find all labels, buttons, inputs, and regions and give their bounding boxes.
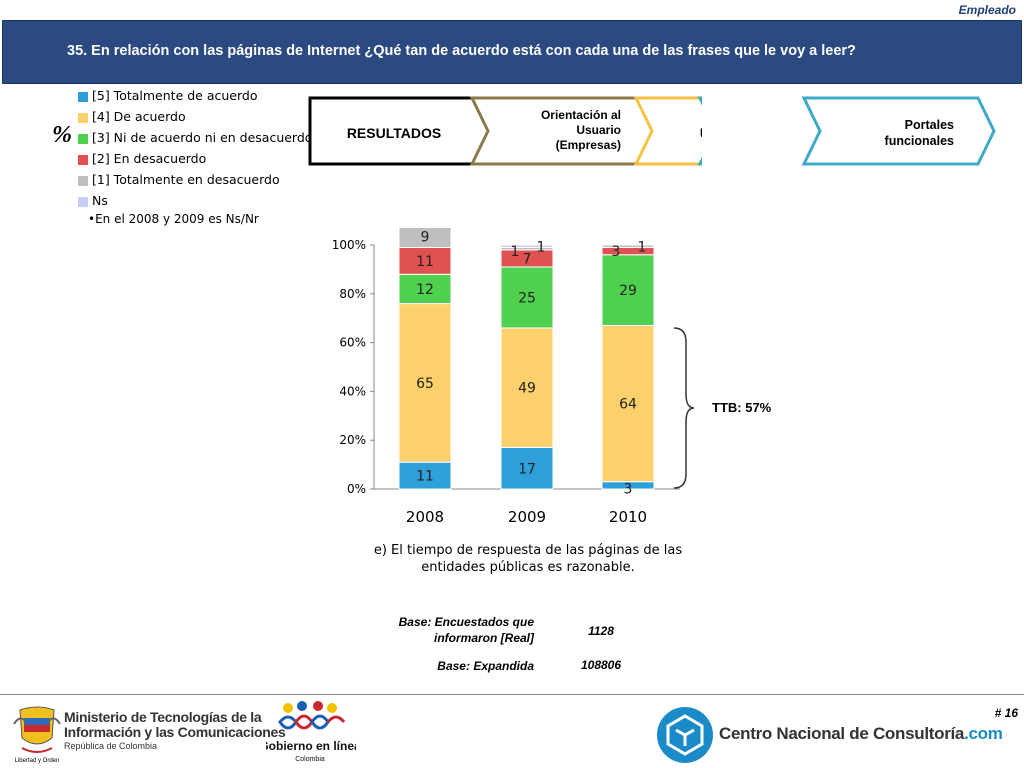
mintic-logo-text: Ministerio de Tecnologías de la Informac… bbox=[64, 709, 286, 752]
bar-segment bbox=[601, 254, 655, 327]
base-expanded-label: Base: Expandida bbox=[437, 659, 534, 673]
bar-segment bbox=[398, 273, 452, 305]
section-navigation: RESULTADOS Orientación al Usuario (Empresas… bbox=[308, 96, 702, 166]
bar-segment bbox=[398, 303, 452, 463]
x-tick-label: 2010 bbox=[609, 508, 647, 526]
y-tick-label: 100% bbox=[332, 238, 366, 252]
cnc-logo-text: Centro Nacional de Consultoría.com bbox=[719, 724, 1003, 744]
legend-label: [5] Totalmente de acuerdo bbox=[92, 88, 258, 103]
data-label: 3 bbox=[624, 481, 633, 497]
nav-step-shape bbox=[801, 96, 996, 166]
footer-divider bbox=[0, 694, 1024, 695]
y-tick-label: 0% bbox=[347, 482, 366, 496]
legend-swatch bbox=[78, 92, 88, 102]
bar-segment bbox=[500, 327, 554, 449]
x-tick-label: 2008 bbox=[406, 508, 444, 526]
cnc-name: Centro Nacional de Consultoría bbox=[719, 724, 965, 743]
data-label: 1 bbox=[638, 239, 647, 255]
stacked-bar-chart: 0%20%40%60%80%100%2008 2009 20101165121191… bbox=[332, 228, 772, 526]
colombia-coat-of-arms-logo: Libertad y Orden bbox=[13, 706, 61, 764]
nav-step-usabilidad: Usabilidad bbox=[700, 126, 702, 141]
legend-swatch bbox=[78, 134, 88, 144]
page-number: # 16 bbox=[994, 706, 1018, 720]
data-label: 49 bbox=[518, 381, 536, 397]
bar-segment bbox=[500, 244, 554, 248]
mintic-line1: Ministerio de Tecnologías de la bbox=[64, 709, 262, 725]
legend-item: [4] De acuerdo bbox=[78, 109, 312, 130]
nav-step-resultados: RESULTADOS bbox=[347, 125, 441, 141]
data-label: 29 bbox=[619, 283, 637, 299]
legend-item: Ns bbox=[78, 193, 312, 214]
y-tick-label: 20% bbox=[339, 433, 366, 447]
bar-segment bbox=[500, 447, 554, 490]
legend-label: [3] Ni de acuerdo ni en desacuerdo bbox=[92, 130, 313, 145]
percent-sign: % bbox=[52, 122, 72, 148]
data-label: 1 bbox=[511, 244, 520, 260]
bar-segment bbox=[398, 228, 452, 248]
data-label: 11 bbox=[416, 469, 434, 485]
mintic-line2: Información y las Comunicaciones bbox=[64, 724, 286, 740]
cnc-domain: .com bbox=[964, 724, 1003, 743]
legend-label: [4] De acuerdo bbox=[92, 109, 186, 124]
cnc-logo-icon bbox=[657, 707, 713, 763]
data-label: 12 bbox=[416, 282, 434, 298]
nav-step-portales: Portales funcionales bbox=[801, 96, 996, 166]
y-tick-label: 80% bbox=[339, 287, 366, 301]
bar-segment bbox=[398, 246, 452, 275]
x-tick-label: 2009 bbox=[508, 508, 546, 526]
gel-line1: Gobierno en línea bbox=[266, 739, 356, 753]
data-label: 1 bbox=[537, 239, 546, 255]
chart-legend: [5] Totalmente de acuerdo [4] De acuerdo [… bbox=[78, 88, 312, 214]
data-label: 65 bbox=[416, 376, 434, 392]
base-expanded-value: 108806 bbox=[580, 658, 622, 672]
data-label: 7 bbox=[523, 251, 532, 267]
data-label: 9 bbox=[421, 229, 430, 245]
mintic-motto: Libertad y Orden bbox=[15, 758, 60, 764]
audience-tag: Empleado bbox=[958, 3, 1016, 17]
legend-swatch bbox=[78, 155, 88, 165]
legend-item: [2] En desacuerdo bbox=[78, 151, 312, 172]
title-bar: 35. En relación con las páginas de Inter… bbox=[2, 20, 1022, 84]
bar-segment bbox=[601, 325, 655, 483]
legend-item: [5] Totalmente de acuerdo bbox=[78, 88, 312, 109]
data-label: 3 bbox=[612, 244, 621, 260]
ttb-annotation: TTB: 57% bbox=[712, 400, 772, 415]
bar-segment bbox=[500, 266, 554, 329]
chart-caption: e) El tiempo de respuesta de las páginas… bbox=[373, 543, 683, 575]
legend-label: Ns bbox=[92, 193, 108, 208]
legend-item: [1] Totalmente en desacuerdo bbox=[78, 172, 312, 193]
gel-line2: Colombia bbox=[295, 756, 325, 763]
base-real-value: 1128 bbox=[588, 624, 614, 638]
data-label: 11 bbox=[416, 254, 434, 270]
y-tick-label: 40% bbox=[339, 384, 366, 398]
legend-item: [3] Ni de acuerdo ni en desacuerdo bbox=[78, 130, 312, 151]
data-label: 25 bbox=[518, 290, 536, 306]
legend-swatch bbox=[78, 176, 88, 186]
gobierno-en-linea-logo: Gobierno en línea Colombia bbox=[266, 701, 356, 763]
legend-swatch bbox=[78, 113, 88, 123]
base-real-label: Base: Encuestados que informaron [Real] bbox=[398, 615, 534, 645]
nav-step-orientacion: Orientación al Usuario (Empresas) bbox=[541, 108, 621, 152]
legend-label: [2] En desacuerdo bbox=[92, 151, 207, 166]
nav-step-shape bbox=[697, 96, 702, 166]
data-label: 64 bbox=[619, 397, 637, 413]
data-label: 17 bbox=[518, 461, 536, 477]
ttb-brace bbox=[673, 327, 695, 489]
legend-swatch bbox=[78, 197, 88, 207]
mintic-line3: República de Colombia bbox=[64, 741, 158, 751]
page-title: 35. En relación con las páginas de Inter… bbox=[67, 43, 856, 59]
nav-step-portales-label: Portales funcionales bbox=[885, 118, 955, 148]
bar-segment bbox=[398, 461, 452, 490]
y-tick-label: 60% bbox=[339, 336, 366, 350]
legend-note: •En el 2008 y 2009 es Ns/Nr bbox=[88, 212, 259, 226]
bar-segment bbox=[601, 244, 655, 248]
legend-label: [1] Totalmente en desacuerdo bbox=[92, 172, 280, 187]
